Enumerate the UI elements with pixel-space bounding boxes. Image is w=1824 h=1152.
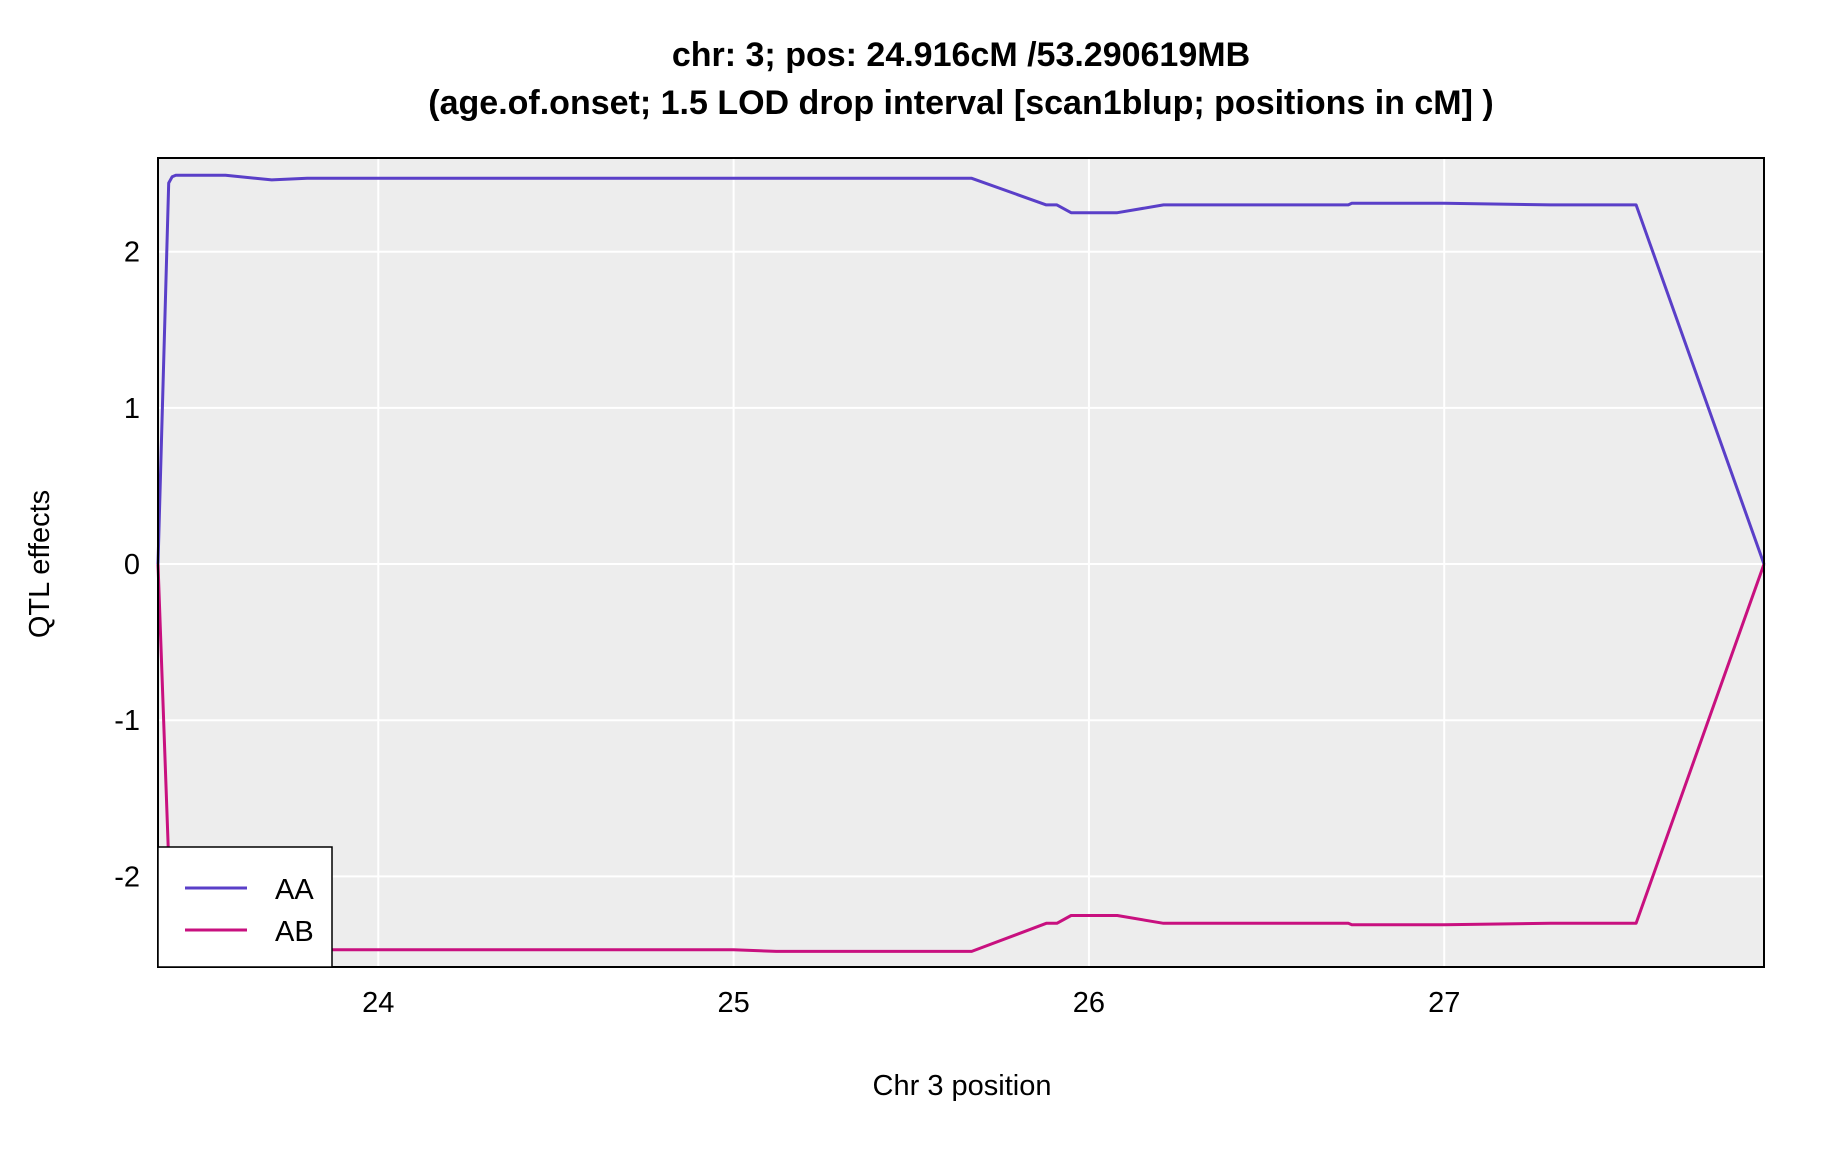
x-tick-label: 27 xyxy=(1428,987,1460,1019)
y-axis-label: QTL effects xyxy=(24,490,56,638)
x-tick-label: 26 xyxy=(1073,987,1105,1019)
plot-panel xyxy=(158,158,1764,967)
x-tick-label: 25 xyxy=(717,987,749,1019)
x-axis-label: Chr 3 position xyxy=(873,1070,1052,1102)
series-line-aa xyxy=(156,173,1766,565)
y-tick-label: 0 xyxy=(124,549,140,581)
legend-label-ab: AB xyxy=(275,916,314,948)
y-tick-label: -1 xyxy=(114,705,140,737)
legend-label-aa: AA xyxy=(275,874,314,906)
y-tick-label: 2 xyxy=(124,237,140,269)
y-tick-label: -2 xyxy=(114,861,140,893)
chart-subtitle: (age.of.onset; 1.5 LOD drop interval [sc… xyxy=(428,84,1494,122)
legend-box xyxy=(157,846,333,968)
chart-title: chr: 3; pos: 24.916cM /53.290619MB xyxy=(671,36,1251,74)
x-tick-label: 24 xyxy=(362,987,394,1019)
y-tick-label: 1 xyxy=(124,393,140,425)
plot-border xyxy=(157,157,1765,968)
